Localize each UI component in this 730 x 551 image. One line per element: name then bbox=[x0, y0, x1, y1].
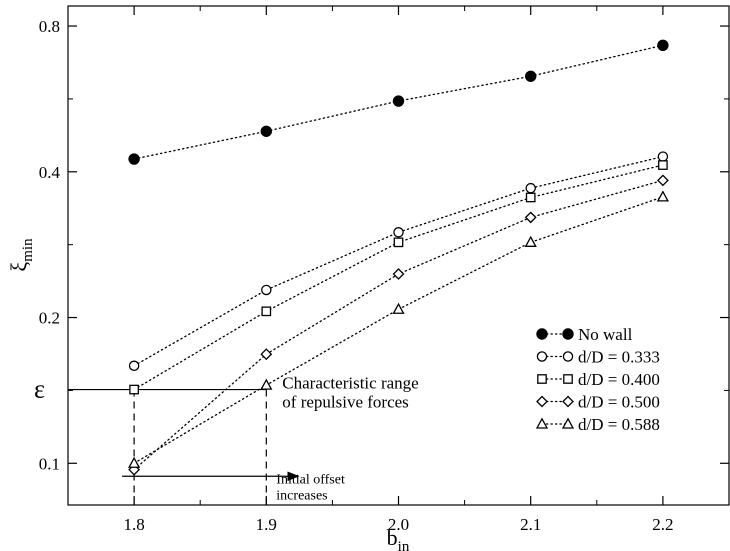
offset-annotation-line1: Initial offset bbox=[276, 472, 345, 487]
data-point-series-3 bbox=[525, 192, 536, 203]
data-point-series-1 bbox=[657, 39, 669, 51]
data-point-series-5 bbox=[524, 235, 537, 247]
x-tick-label: 2.2 bbox=[652, 515, 673, 534]
x-axis-label: bin bbox=[387, 525, 410, 551]
data-point-series-5 bbox=[260, 378, 273, 390]
legend-marker bbox=[562, 395, 574, 408]
legend-marker bbox=[536, 395, 548, 408]
offset-annotation-line2: increases bbox=[276, 488, 327, 503]
data-point-series-3 bbox=[129, 384, 139, 395]
range-annotation-line1: Characteristic range bbox=[282, 374, 418, 393]
epsilon-label: ε bbox=[34, 375, 45, 404]
series-points bbox=[128, 39, 669, 476]
y-axis-label-sub: min bbox=[20, 238, 36, 262]
data-point-series-3 bbox=[261, 306, 272, 317]
legend-marker bbox=[535, 417, 549, 429]
x-axis-label-sub: in bbox=[398, 539, 410, 551]
data-point-series-1 bbox=[525, 70, 537, 82]
data-point-series-5 bbox=[128, 456, 141, 468]
data-point-series-2 bbox=[393, 227, 404, 238]
data-point-series-4 bbox=[260, 348, 273, 361]
legend-label: d/D = 0.588 bbox=[578, 415, 660, 434]
legend-marker bbox=[562, 328, 574, 340]
legend-label: No wall bbox=[578, 325, 633, 344]
legend-marker bbox=[563, 374, 573, 384]
y-tick-label: 0.4 bbox=[39, 163, 61, 182]
data-point-series-3 bbox=[658, 160, 668, 170]
y-tick-label: 0.2 bbox=[39, 309, 60, 328]
data-point-series-4 bbox=[656, 174, 669, 187]
data-point-series-3 bbox=[393, 237, 404, 248]
legend-marker bbox=[561, 417, 575, 429]
y-tick-label: 0.8 bbox=[39, 17, 60, 36]
data-point-series-2 bbox=[657, 151, 669, 162]
x-tick-label: 1.9 bbox=[256, 515, 277, 534]
x-tick-label: 1.8 bbox=[123, 515, 144, 534]
x-tick-label: 2.1 bbox=[520, 515, 541, 534]
legend-marker bbox=[536, 328, 548, 340]
legend-marker bbox=[562, 351, 574, 362]
legend-label: d/D = 0.500 bbox=[578, 393, 660, 412]
x-tick-label: 2.0 bbox=[388, 515, 409, 534]
data-point-series-5 bbox=[392, 302, 405, 314]
data-point-series-1 bbox=[128, 153, 140, 165]
legend-marker bbox=[536, 351, 548, 362]
y-axis-label-main: ξ bbox=[6, 262, 31, 272]
x-axis-label-main: b bbox=[387, 525, 398, 550]
data-point-series-4 bbox=[524, 211, 537, 224]
range-annotation-line2: of repulsive forces bbox=[282, 393, 409, 412]
y-axis-label: ξmin bbox=[6, 238, 36, 272]
y-tick-label: 0.1 bbox=[39, 454, 60, 473]
data-point-series-1 bbox=[392, 95, 405, 107]
legend-label: d/D = 0.400 bbox=[578, 370, 660, 389]
data-point-series-4 bbox=[392, 268, 405, 280]
data-point-series-2 bbox=[128, 360, 140, 372]
legend-marker bbox=[537, 374, 547, 384]
data-point-series-2 bbox=[261, 284, 272, 296]
data-point-series-1 bbox=[260, 125, 272, 137]
y-axis-ticks: 0.1 0.2 0.4 0.8 bbox=[39, 17, 729, 473]
legend: No wall d/D = 0.333 d/D = 0.400 d/D = 0.500… bbox=[535, 325, 660, 434]
legend-label: d/D = 0.333 bbox=[578, 348, 660, 367]
data-point-series-5 bbox=[656, 190, 669, 202]
data-point-series-2 bbox=[525, 182, 536, 194]
